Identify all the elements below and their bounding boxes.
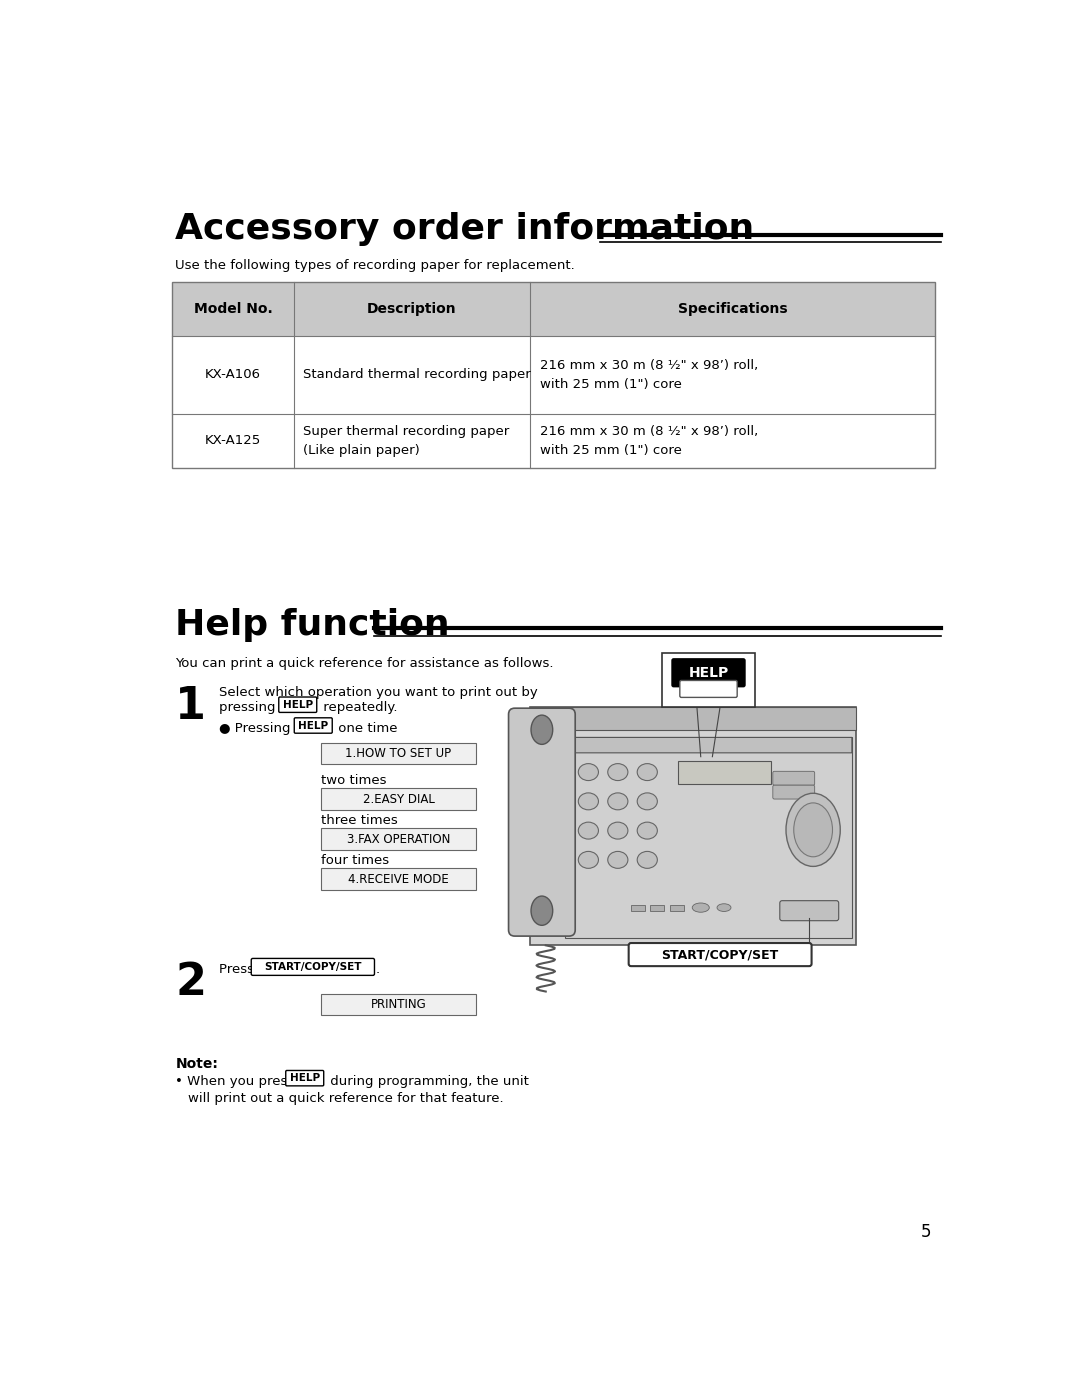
FancyBboxPatch shape (252, 958, 375, 975)
Text: Select which operation you want to print out by: Select which operation you want to print… (218, 686, 538, 698)
Bar (565, 738, 852, 937)
Text: one time: one time (334, 722, 397, 735)
FancyBboxPatch shape (773, 785, 814, 799)
Text: ● Pressing: ● Pressing (218, 722, 295, 735)
Text: HELP: HELP (283, 700, 313, 710)
Bar (631, 905, 645, 911)
Text: 5: 5 (921, 1222, 932, 1241)
Bar (321, 869, 476, 890)
Bar (530, 707, 855, 946)
Ellipse shape (637, 764, 658, 781)
Ellipse shape (637, 793, 658, 810)
Text: KX-A106: KX-A106 (205, 369, 261, 381)
Text: 4.RECEIVE MODE: 4.RECEIVE MODE (348, 873, 449, 886)
Text: HELP: HELP (298, 721, 328, 731)
Text: 1: 1 (175, 685, 206, 728)
Text: 2: 2 (175, 961, 206, 1003)
Ellipse shape (531, 895, 553, 925)
Bar (650, 905, 664, 911)
Bar (172, 282, 935, 468)
Text: during programming, the unit: during programming, the unit (326, 1074, 528, 1088)
Bar (172, 282, 935, 335)
Text: HELP: HELP (289, 1073, 320, 1083)
Ellipse shape (531, 715, 553, 745)
Bar (530, 707, 855, 729)
Ellipse shape (578, 851, 598, 869)
Bar (321, 743, 476, 764)
Ellipse shape (786, 793, 840, 866)
Ellipse shape (608, 764, 627, 781)
Text: Accessory order information: Accessory order information (175, 212, 755, 246)
Ellipse shape (794, 803, 833, 856)
Text: PRINTING: PRINTING (370, 997, 427, 1011)
Ellipse shape (578, 793, 598, 810)
FancyBboxPatch shape (279, 697, 316, 712)
Text: START/COPY/SET: START/COPY/SET (265, 963, 362, 972)
FancyBboxPatch shape (679, 680, 738, 697)
Text: repeatedly.: repeatedly. (319, 701, 397, 714)
Ellipse shape (717, 904, 731, 911)
Text: 216 mm x 30 m (8 ½" x 98’) roll,
with 25 mm (1") core: 216 mm x 30 m (8 ½" x 98’) roll, with 25… (540, 425, 758, 457)
Bar (662, 652, 755, 707)
Text: Use the following types of recording paper for replacement.: Use the following types of recording pap… (175, 258, 575, 271)
Ellipse shape (578, 764, 598, 781)
FancyBboxPatch shape (509, 708, 576, 936)
Bar (172, 335, 935, 414)
FancyBboxPatch shape (565, 738, 852, 753)
Text: You can print a quick reference for assistance as follows.: You can print a quick reference for assi… (175, 658, 554, 671)
Ellipse shape (608, 793, 627, 810)
Text: HELP: HELP (688, 666, 729, 680)
Ellipse shape (637, 851, 658, 869)
Bar (670, 905, 684, 911)
Text: Specifications: Specifications (678, 302, 787, 316)
Ellipse shape (637, 823, 658, 840)
Text: .: . (376, 963, 380, 977)
Text: 216 mm x 30 m (8 ½" x 98’) roll,
with 25 mm (1") core: 216 mm x 30 m (8 ½" x 98’) roll, with 25… (540, 359, 758, 391)
Text: 1.HOW TO SET UP: 1.HOW TO SET UP (346, 747, 451, 760)
FancyBboxPatch shape (629, 943, 811, 967)
Text: Help function: Help function (175, 608, 450, 643)
FancyBboxPatch shape (773, 771, 814, 785)
Ellipse shape (692, 902, 710, 912)
FancyBboxPatch shape (780, 901, 839, 921)
Text: • When you press: • When you press (175, 1074, 299, 1088)
Ellipse shape (608, 823, 627, 840)
Bar (321, 993, 476, 1016)
Text: pressing: pressing (218, 701, 280, 714)
Text: two times: two times (321, 774, 387, 788)
FancyBboxPatch shape (286, 1070, 324, 1085)
Bar (321, 788, 476, 810)
Text: Note:: Note: (175, 1058, 218, 1071)
Text: START/COPY/SET: START/COPY/SET (661, 949, 779, 961)
Ellipse shape (608, 851, 627, 869)
Text: four times: four times (321, 855, 389, 868)
Text: 2.EASY DIAL: 2.EASY DIAL (363, 792, 434, 806)
Text: will print out a quick reference for that feature.: will print out a quick reference for tha… (188, 1091, 503, 1105)
Bar (677, 760, 770, 784)
Text: Description: Description (367, 302, 457, 316)
Bar (172, 414, 935, 468)
Text: Standard thermal recording paper: Standard thermal recording paper (303, 369, 531, 381)
Ellipse shape (578, 823, 598, 840)
Text: Super thermal recording paper
(Like plain paper): Super thermal recording paper (Like plai… (303, 425, 510, 457)
Text: three times: three times (321, 814, 397, 827)
FancyBboxPatch shape (672, 658, 745, 687)
Text: Model No.: Model No. (193, 302, 272, 316)
Text: Press: Press (218, 963, 258, 977)
FancyBboxPatch shape (294, 718, 333, 733)
Text: 3.FAX OPERATION: 3.FAX OPERATION (347, 833, 450, 845)
Text: KX-A125: KX-A125 (205, 434, 261, 447)
Bar (321, 828, 476, 849)
